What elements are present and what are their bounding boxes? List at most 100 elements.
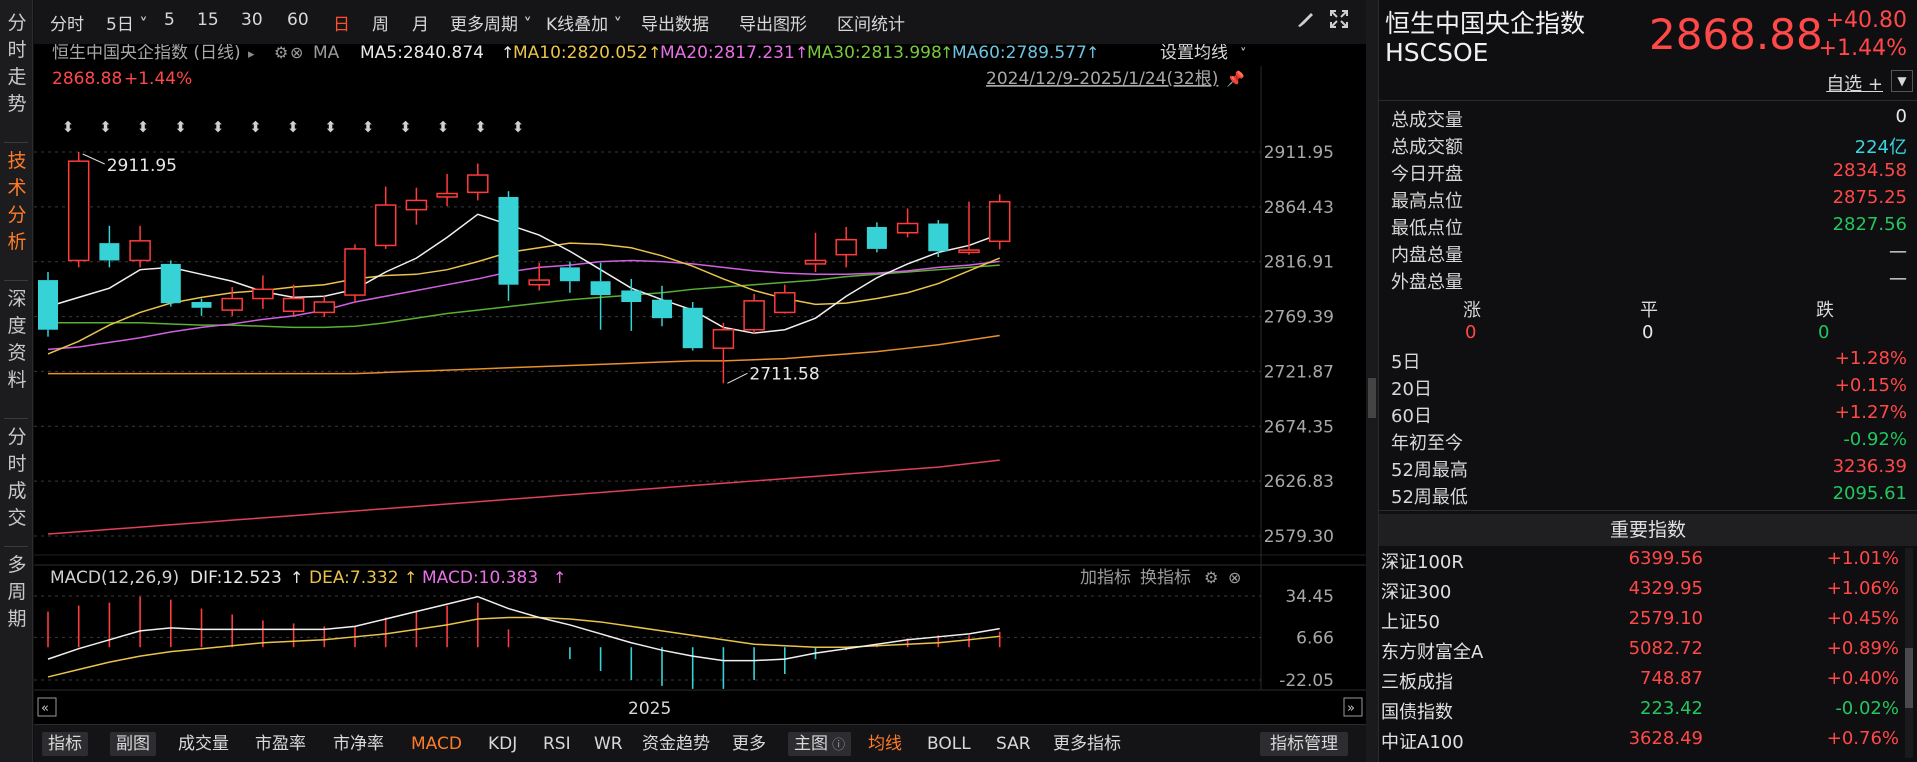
indicator-macd[interactable]: MACD <box>411 734 462 754</box>
export-data-button[interactable]: 导出数据 <box>641 15 709 35</box>
indicator-rsi[interactable]: RSI <box>543 734 571 754</box>
period-weekly[interactable]: 周 <box>372 15 389 35</box>
event-marker-icon[interactable]: ⬍ <box>362 118 375 136</box>
candle[interactable] <box>467 163 489 201</box>
event-marker-icon[interactable]: ⬍ <box>174 118 187 136</box>
index-row[interactable]: 东方财富全A 5082.72 +0.89% <box>1381 638 1899 668</box>
candle[interactable] <box>99 225 120 268</box>
nav-technical[interactable]: 技术分析 <box>7 150 27 253</box>
candle[interactable] <box>374 186 397 249</box>
indicator-manage-button[interactable]: 指标管理 <box>1260 732 1348 756</box>
indicator-pb[interactable]: 市净率 <box>333 734 384 754</box>
period-daily[interactable]: 日 <box>333 15 350 35</box>
gear-icon[interactable]: ⚙ <box>1204 568 1218 587</box>
index-row[interactable]: 三板成指 748.87 +0.40% <box>1381 668 1899 698</box>
candle[interactable] <box>528 262 550 291</box>
nav-trades[interactable]: 分时成交 <box>7 426 27 529</box>
event-marker-icon[interactable]: ⬍ <box>399 118 412 136</box>
period-60min[interactable]: 60 <box>287 10 309 30</box>
watchlist-dropdown[interactable]: ▼ <box>1891 70 1913 92</box>
export-chart-button[interactable]: 导出图形 <box>739 15 807 35</box>
range-stats-button[interactable]: 区间统计 <box>837 15 905 35</box>
candle[interactable] <box>988 194 1011 250</box>
candle[interactable] <box>252 275 274 309</box>
nav-multi-period[interactable]: 多周期 <box>7 554 27 630</box>
panel-splitter[interactable] <box>1366 0 1378 762</box>
event-marker-icon[interactable]: ⬍ <box>324 118 337 136</box>
event-marker-icon[interactable]: ⬍ <box>474 118 487 136</box>
caret-right-icon[interactable]: ▸ <box>248 47 255 62</box>
candle[interactable] <box>282 284 305 316</box>
candle[interactable] <box>38 271 58 337</box>
event-marker-icon[interactable]: ⬍ <box>437 118 450 136</box>
scroll-left-button[interactable] <box>37 697 57 717</box>
add-indicator-button[interactable]: 加指标 <box>1080 568 1131 588</box>
help-icon[interactable]: ⓘ <box>828 738 846 753</box>
candle[interactable] <box>160 260 181 307</box>
event-marker-icon[interactable]: ⬍ <box>99 118 112 136</box>
chevron-down-icon[interactable]: ˅ <box>1240 47 1247 62</box>
candle[interactable] <box>866 222 887 253</box>
candle[interactable] <box>191 298 212 316</box>
switch-indicator-button[interactable]: 换指标 <box>1140 568 1191 588</box>
indicator-kdj[interactable]: KDJ <box>488 734 518 754</box>
date-range-label[interactable]: 2024/12/9-2025/1/24(32根) <box>986 69 1218 89</box>
double-left-icon[interactable]: « <box>41 701 49 716</box>
candle[interactable] <box>896 208 919 238</box>
candle[interactable] <box>129 225 151 268</box>
candle[interactable] <box>344 244 366 303</box>
subchart-tab[interactable]: 副图 <box>110 732 156 756</box>
period-15min[interactable]: 15 <box>197 10 219 30</box>
main-more-indicators[interactable]: 更多指标 <box>1053 734 1121 754</box>
event-marker-icon[interactable]: ⬍ <box>512 118 525 136</box>
candle[interactable] <box>67 152 90 268</box>
candle[interactable] <box>498 191 519 301</box>
event-marker-icon[interactable]: ⬍ <box>249 118 262 136</box>
index-row[interactable]: 上证50 2579.10 +0.45% <box>1381 608 1899 638</box>
nav-fundamentals[interactable]: 深度资料 <box>7 288 27 391</box>
pin-icon[interactable]: 📌 <box>1226 69 1245 88</box>
indicator-volume[interactable]: 成交量 <box>178 734 229 754</box>
fullscreen-icon[interactable] <box>1328 8 1350 35</box>
add-watchlist-button[interactable]: 自选 + <box>1826 74 1883 95</box>
main-boll[interactable]: BOLL <box>927 734 971 754</box>
period-monthly[interactable]: 月 <box>412 15 429 35</box>
candle[interactable] <box>712 322 735 384</box>
period-intraday[interactable]: 分时 <box>50 15 84 35</box>
scrollbar-thumb[interactable] <box>1905 648 1913 708</box>
candle[interactable] <box>958 201 980 255</box>
candle[interactable] <box>835 226 857 268</box>
splitter-grip[interactable] <box>1368 378 1376 418</box>
event-marker-icon[interactable]: ⬍ <box>287 118 300 136</box>
indicator-tab[interactable]: 指标 <box>42 732 88 756</box>
index-row[interactable]: 国债指数 223.42 -0.02% <box>1381 698 1899 728</box>
main-ma[interactable]: 均线 <box>868 734 902 754</box>
set-ma-dropdown[interactable]: 设置均线 <box>1160 43 1228 63</box>
period-5day[interactable]: 5日 ˅ <box>106 15 148 35</box>
more-periods-dropdown[interactable]: 更多周期 ˅ <box>450 15 532 35</box>
candle[interactable] <box>559 261 580 293</box>
indicator-pe[interactable]: 市盈率 <box>255 734 306 754</box>
candle[interactable] <box>804 232 827 272</box>
kline-chart[interactable]: 恒生中国央企指数 (日线) ▸ ⚙ ⊗ MA MA5:2840.874 ↑ MA… <box>34 43 1366 724</box>
k-overlay-dropdown[interactable]: K线叠加 ˅ <box>546 15 623 35</box>
indicator-more[interactable]: 更多 <box>732 734 766 754</box>
candle[interactable] <box>221 287 243 316</box>
indicator-capital-trend[interactable]: 资金趋势 <box>642 734 710 754</box>
candle[interactable] <box>774 284 796 314</box>
main-sar[interactable]: SAR <box>996 734 1031 754</box>
period-5min[interactable]: 5 <box>164 10 175 30</box>
candle[interactable] <box>928 220 949 257</box>
index-row[interactable]: 深证300 4329.95 +1.06% <box>1381 578 1899 608</box>
event-marker-icon[interactable]: ⬍ <box>137 118 150 136</box>
chart-area[interactable]: 恒生中国央企指数 (日线) ▸ ⚙ ⊗ MA MA5:2840.874 ↑ MA… <box>34 43 1366 724</box>
nav-intraday[interactable]: 分时走势 <box>7 12 27 115</box>
index-row[interactable]: 深证100R 6399.56 +1.01% <box>1381 548 1899 578</box>
indices-scrollbar[interactable] <box>1905 548 1913 758</box>
candle[interactable] <box>682 302 703 351</box>
event-marker-icon[interactable]: ⬍ <box>212 118 225 136</box>
event-marker-icon[interactable]: ⬍ <box>62 118 75 136</box>
candle[interactable] <box>652 285 672 327</box>
period-30min[interactable]: 30 <box>241 10 263 30</box>
candle[interactable] <box>590 262 611 330</box>
